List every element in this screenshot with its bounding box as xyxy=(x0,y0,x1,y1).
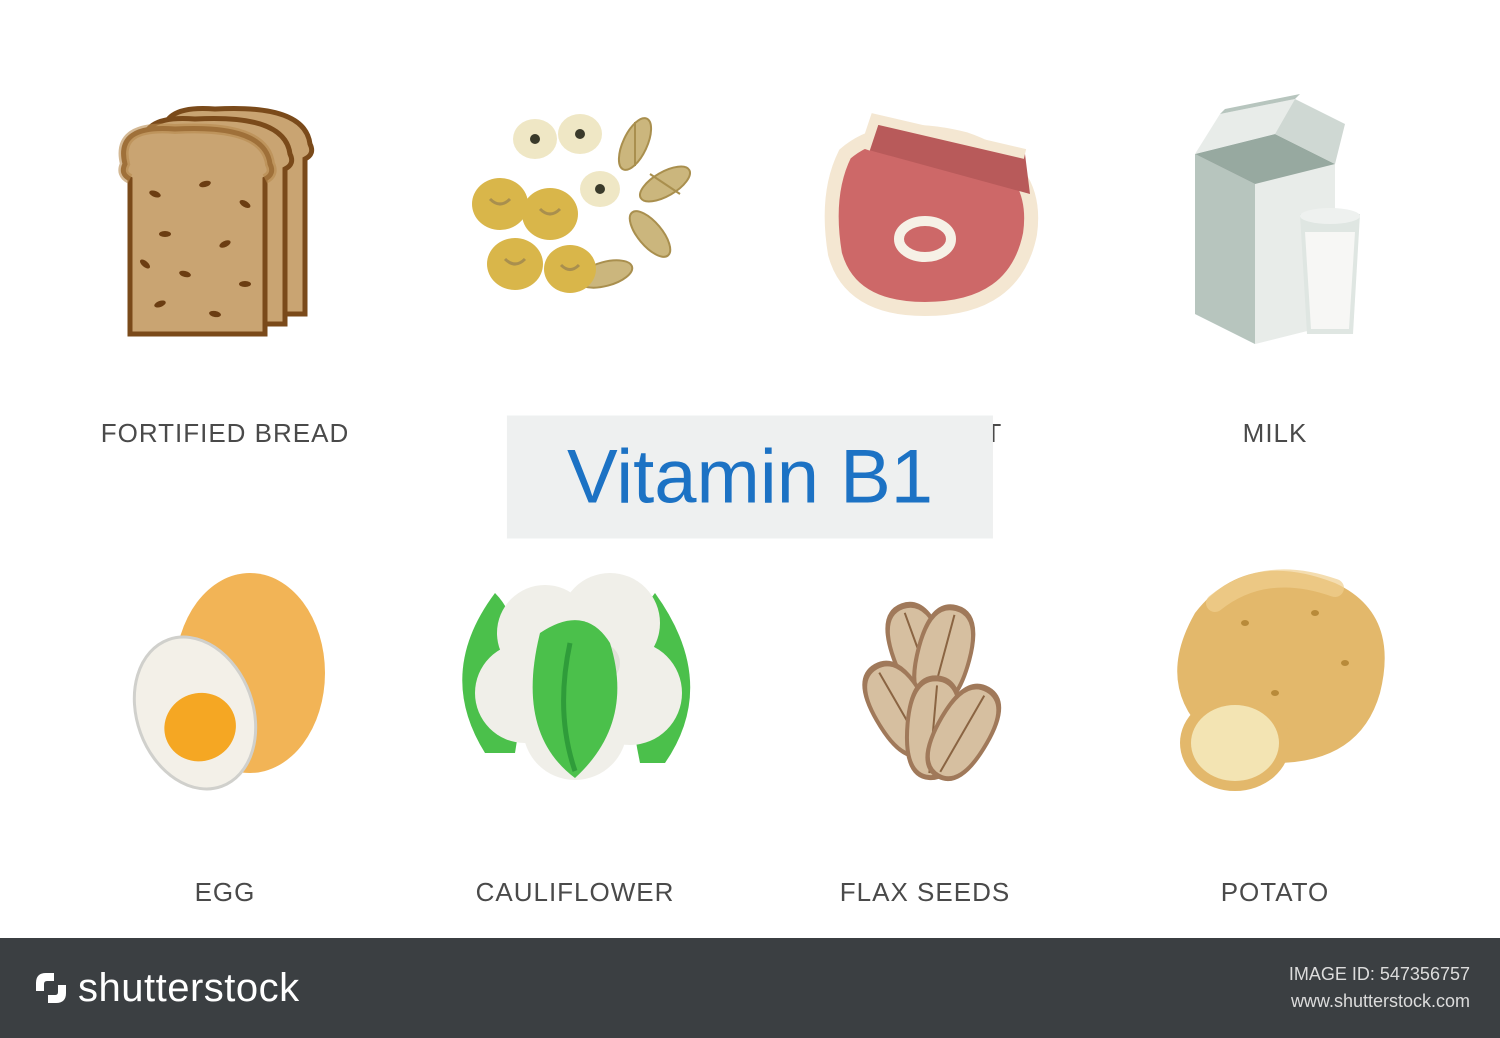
cell-potato: POTATO xyxy=(1110,489,1440,908)
image-id-value: 547356757 xyxy=(1380,964,1470,984)
brand-icon xyxy=(30,967,72,1009)
potato-icon xyxy=(1110,489,1440,857)
flax-seeds-icon xyxy=(760,489,1090,857)
flax-seeds-label: FLAX SEEDS xyxy=(840,877,1010,908)
potato-label: POTATO xyxy=(1221,877,1330,908)
bread-label: FORTIFIED BREAD xyxy=(101,418,350,449)
brand-text: shutterstock xyxy=(78,966,300,1011)
egg-label: EGG xyxy=(195,877,256,908)
milk-label: MILK xyxy=(1243,418,1308,449)
cauliflower-icon xyxy=(410,489,740,857)
cell-egg: EGG xyxy=(60,489,390,908)
cereals-icon xyxy=(410,30,740,398)
footer-brand: shutterstock xyxy=(30,966,300,1011)
cauliflower-label: CAULIFLOWER xyxy=(476,877,675,908)
cell-fortified-bread: FORTIFIED BREAD xyxy=(60,30,390,449)
egg-icon xyxy=(60,489,390,857)
cell-cereals: CEREALS xyxy=(410,30,740,449)
footer-bar: shutterstock IMAGE ID: 547356757 www.shu… xyxy=(0,938,1500,1038)
cell-milk: MILK xyxy=(1110,30,1440,449)
bread-icon xyxy=(60,30,390,398)
milk-icon xyxy=(1110,30,1440,398)
lean-meat-icon xyxy=(760,30,1090,398)
footer-meta: IMAGE ID: 547356757 www.shutterstock.com xyxy=(1289,961,1470,1015)
cell-flax-seeds: FLAX SEEDS xyxy=(760,489,1090,908)
center-title: Vitamin B1 xyxy=(507,416,993,539)
image-id-label: IMAGE ID: xyxy=(1289,964,1375,984)
footer-site: www.shutterstock.com xyxy=(1289,988,1470,1015)
cell-lean-meat: LEAN MEAT xyxy=(760,30,1090,449)
cell-cauliflower: CAULIFLOWER xyxy=(410,489,740,908)
